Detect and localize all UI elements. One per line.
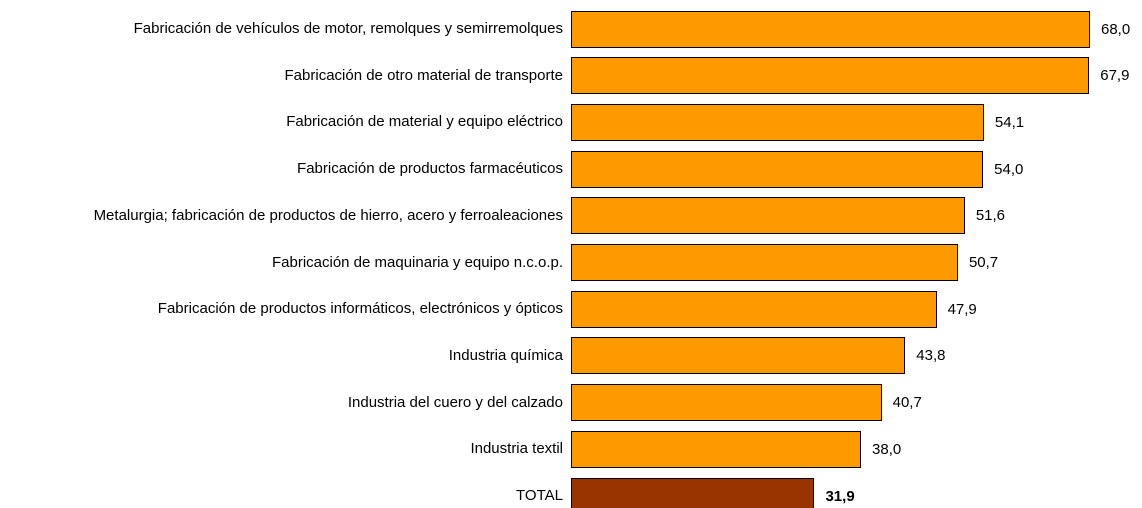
category-label: Fabricación de otro material de transpor… — [284, 66, 563, 84]
value-label: 40,7 — [892, 394, 922, 412]
bar — [571, 103, 984, 141]
category-label: Fabricación de material y equipo eléctri… — [286, 113, 563, 131]
category-label: Industria del cuero y del calzado — [347, 393, 563, 411]
value-label: 51,6 — [975, 207, 1006, 225]
value-label: 38,0 — [872, 440, 902, 458]
category-label: Industria química — [448, 346, 563, 364]
value-label: 50,7 — [968, 254, 999, 271]
value-label: 47,9 — [947, 300, 977, 318]
bar — [571, 477, 815, 508]
bar — [571, 197, 965, 235]
bar — [571, 10, 1090, 48]
value-label: 54,1 — [994, 113, 1025, 131]
value-label: 68,0 — [1101, 20, 1131, 38]
bar — [571, 150, 984, 188]
category-label: Fabricación de maquinaria y equipo n.c.o… — [271, 253, 563, 271]
category-label: Industria textil — [470, 440, 563, 458]
bar — [571, 384, 882, 422]
category-label: TOTAL — [516, 487, 563, 504]
value-label: 54,0 — [994, 160, 1024, 178]
bar — [571, 244, 958, 281]
category-label: Fabricación de productos farmacéuticos — [297, 160, 563, 178]
value-label: 31,9 — [825, 487, 855, 505]
bar — [571, 337, 906, 375]
value-label: 67,9 — [1100, 67, 1130, 85]
value-label: 43,8 — [916, 347, 946, 365]
category-label: Metalurgia; fabricación de productos de … — [93, 206, 563, 224]
category-label: Fabricación de vehículos de motor, remol… — [133, 20, 563, 37]
bar — [571, 430, 862, 468]
bar — [571, 57, 1090, 95]
category-label: Fabricación de productos informáticos, e… — [157, 300, 563, 318]
bar — [571, 290, 937, 328]
